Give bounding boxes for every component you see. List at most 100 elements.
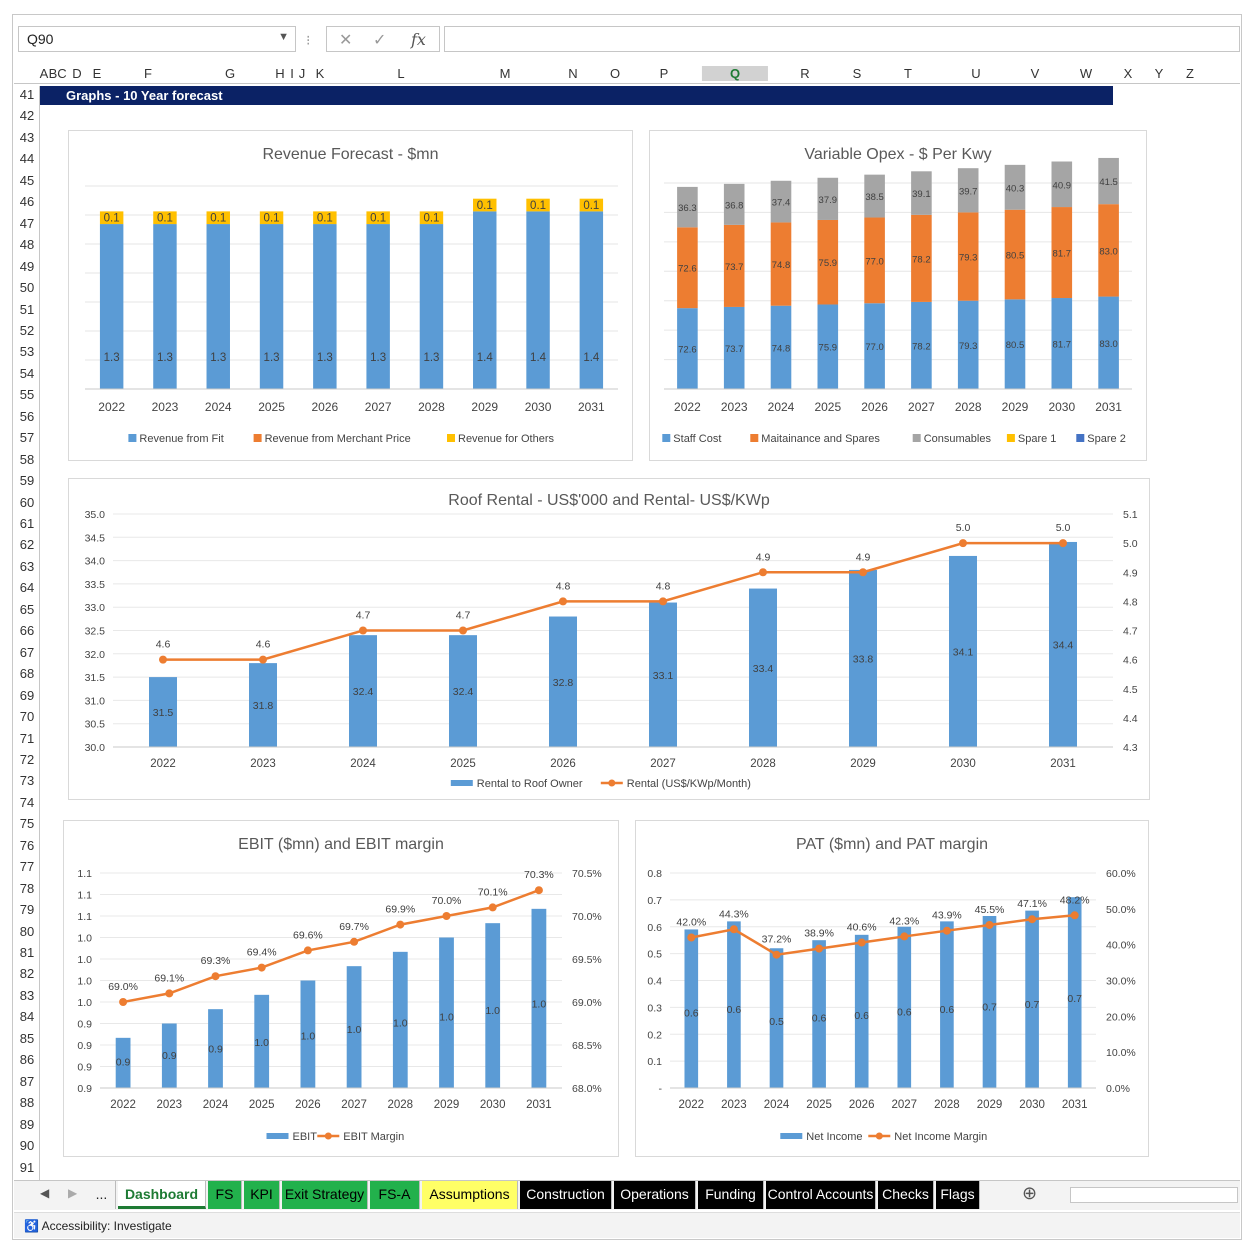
column-header-s[interactable]: S	[852, 66, 862, 81]
row-header-86[interactable]: 86	[19, 1052, 35, 1068]
row-header-91[interactable]: 91	[19, 1159, 35, 1175]
row-header-59[interactable]: 59	[19, 473, 35, 489]
ebit-chart[interactable]: EBIT ($mn) and EBIT margin 0.9 0.9 0.9 0.9 1.…	[63, 820, 619, 1157]
row-header-85[interactable]: 85	[19, 1030, 35, 1046]
row-header-88[interactable]: 88	[19, 1095, 35, 1111]
sheet-tab-checks[interactable]: Checks	[878, 1181, 934, 1209]
row-header-68[interactable]: 68	[19, 666, 35, 682]
row-header-52[interactable]: 52	[19, 322, 35, 338]
sheet-tab-flags[interactable]: Flags	[936, 1181, 980, 1209]
row-header-64[interactable]: 64	[19, 580, 35, 596]
row-header-79[interactable]: 79	[19, 902, 35, 918]
add-sheet-icon[interactable]: ⊕	[1022, 1183, 1038, 1203]
row-header-78[interactable]: 78	[19, 880, 35, 896]
row-header-47[interactable]: 47	[19, 215, 35, 231]
row-header-82[interactable]: 82	[19, 966, 35, 982]
sheet-tab-control-accounts[interactable]: Control Accounts	[766, 1181, 876, 1209]
row-header-50[interactable]: 50	[19, 280, 35, 296]
variable-opex-chart[interactable]: Variable Opex - $ Per Kwy 72.6 72.6 36.3 202…	[649, 130, 1147, 461]
row-header-42[interactable]: 42	[19, 108, 35, 124]
column-header-i[interactable]: I	[290, 66, 294, 81]
sheet-tab-operations[interactable]: Operations	[614, 1181, 696, 1209]
column-header-g[interactable]: G	[224, 66, 236, 81]
row-header-60[interactable]: 60	[19, 494, 35, 510]
column-header-o[interactable]: O	[609, 66, 621, 81]
row-header-43[interactable]: 43	[19, 129, 35, 145]
formula-input[interactable]	[444, 26, 1240, 52]
sheet-tab-fs-a[interactable]: FS-A	[370, 1181, 420, 1209]
row-header-61[interactable]: 61	[19, 516, 35, 531]
row-header-80[interactable]: 80	[19, 923, 35, 939]
column-header-w[interactable]: W	[1079, 66, 1093, 81]
pat-chart[interactable]: PAT ($mn) and PAT margin - 0.1 0.2 0.3 0.4 0.5…	[635, 820, 1149, 1157]
column-header-y[interactable]: Y	[1154, 66, 1164, 81]
sheet-tab-assumptions[interactable]: Assumptions	[422, 1181, 518, 1209]
row-header-55[interactable]: 55	[19, 387, 35, 403]
row-header-49[interactable]: 49	[19, 258, 35, 274]
row-header-70[interactable]: 70	[19, 709, 35, 725]
row-header-73[interactable]: 73	[19, 773, 35, 789]
row-header-71[interactable]: 71	[19, 730, 35, 746]
roof-rental-chart[interactable]: Roof Rental - US$'000 and Rental- US$/KW…	[68, 478, 1150, 800]
formula-bar-grip-icon[interactable]: ⁝	[306, 32, 311, 48]
row-header-84[interactable]: 84	[19, 1009, 35, 1025]
enter-icon[interactable]: ✓	[373, 32, 387, 49]
row-header-75[interactable]: 75	[19, 816, 35, 832]
column-header-r[interactable]: R	[800, 66, 810, 81]
row-header-41[interactable]: 41	[19, 87, 35, 102]
row-header-56[interactable]: 56	[19, 408, 35, 424]
row-header-48[interactable]: 48	[19, 237, 35, 253]
column-header-j[interactable]: J	[298, 66, 306, 81]
sheet-tab-kpi[interactable]: KPI	[244, 1181, 280, 1209]
column-header-n[interactable]: N	[568, 66, 578, 81]
sheet-tab-funding[interactable]: Funding	[698, 1181, 764, 1209]
column-header-d[interactable]: D	[72, 66, 82, 81]
row-header-54[interactable]: 54	[19, 365, 35, 381]
row-header-45[interactable]: 45	[19, 172, 35, 188]
row-header-58[interactable]: 58	[19, 451, 35, 467]
row-header-72[interactable]: 72	[19, 751, 35, 767]
row-header-89[interactable]: 89	[19, 1116, 35, 1132]
column-header-u[interactable]: U	[971, 66, 981, 81]
row-header-46[interactable]: 46	[19, 194, 35, 210]
cancel-icon[interactable]: ✕	[339, 32, 353, 49]
column-header-t[interactable]: T	[904, 66, 912, 81]
row-header-69[interactable]: 69	[19, 687, 35, 703]
row-header-76[interactable]: 76	[19, 837, 35, 853]
prev-sheet-icon[interactable]: ◀	[40, 1186, 50, 1200]
column-header-b[interactable]: B	[48, 66, 58, 81]
chevron-down-icon[interactable]: ▼	[278, 31, 289, 43]
row-header-65[interactable]: 65	[19, 601, 35, 617]
row-headers[interactable]: 41 42 43 44 45 46 47 48 49 50 51 52 53 54 55 56 57 58 59 60…	[14, 86, 40, 1180]
column-header-a[interactable]: A	[39, 66, 49, 81]
column-header-v[interactable]: V	[1030, 66, 1040, 81]
row-header-90[interactable]: 90	[19, 1138, 35, 1154]
sheet-tab-dashboard[interactable]: Dashboard	[118, 1181, 206, 1209]
accessibility-icon[interactable]: ♿	[24, 1219, 39, 1233]
row-header-87[interactable]: 87	[19, 1073, 35, 1089]
horizontal-scrollbar[interactable]	[1070, 1187, 1238, 1203]
sheet-tab-fs[interactable]: FS	[208, 1181, 242, 1209]
row-header-83[interactable]: 83	[19, 987, 35, 1003]
row-header-57[interactable]: 57	[19, 430, 35, 446]
next-sheet-icon[interactable]: ▶	[68, 1186, 78, 1200]
column-header-k[interactable]: K	[315, 66, 325, 81]
column-header-c[interactable]: C	[57, 66, 67, 81]
column-header-f[interactable]: F	[144, 66, 152, 81]
row-header-62[interactable]: 62	[19, 537, 35, 553]
insert-function-icon[interactable]: fx	[411, 30, 426, 49]
sheet-tab-exit-strategy[interactable]: Exit Strategy	[282, 1181, 368, 1209]
row-header-44[interactable]: 44	[19, 151, 35, 167]
column-header-q[interactable]: Q	[701, 66, 769, 81]
column-header-l[interactable]: L	[397, 66, 405, 81]
revenue-forecast-chart[interactable]: Revenue Forecast - $mn 1.3 0.1 2022 1.3 0.1 20…	[68, 130, 633, 461]
row-header-53[interactable]: 53	[19, 344, 35, 360]
column-header-e[interactable]: E	[92, 66, 102, 81]
row-header-74[interactable]: 74	[19, 794, 35, 810]
sheet-tab-construction[interactable]: Construction	[520, 1181, 612, 1209]
row-header-81[interactable]: 81	[19, 945, 35, 960]
column-header-p[interactable]: P	[659, 66, 669, 81]
column-header-z[interactable]: Z	[1186, 66, 1194, 81]
column-header-h[interactable]: H	[275, 66, 285, 81]
